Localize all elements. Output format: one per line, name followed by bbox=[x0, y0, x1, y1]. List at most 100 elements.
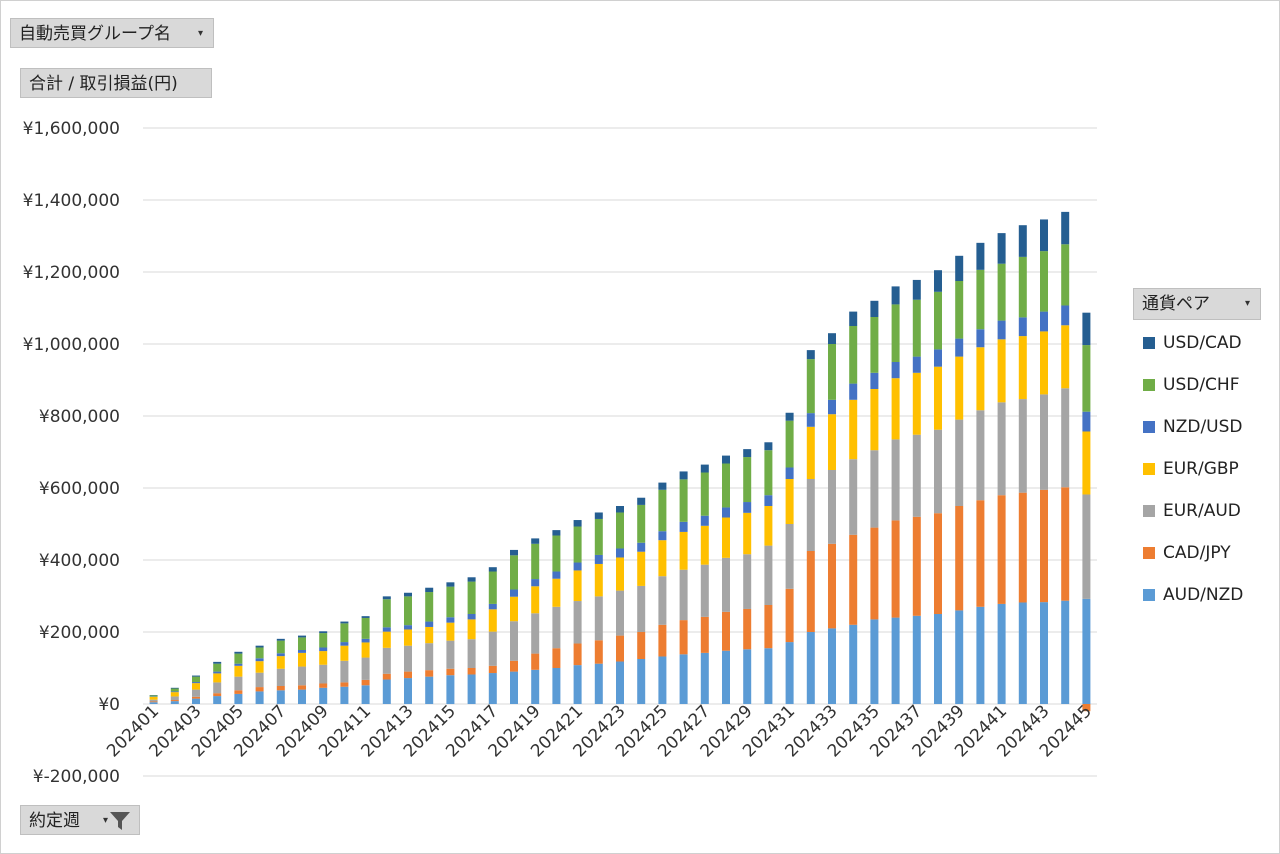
bar-segment bbox=[700, 652, 709, 704]
bar-segment bbox=[764, 495, 773, 506]
date-filter-button[interactable]: 約定週 ▾ bbox=[20, 805, 140, 835]
bar-segment bbox=[192, 675, 200, 677]
bar-segment bbox=[594, 554, 603, 564]
bar-segment bbox=[955, 281, 964, 339]
bar-segment bbox=[404, 596, 412, 626]
bar-segment bbox=[785, 588, 794, 643]
bar-segment bbox=[870, 389, 879, 451]
bar-segment bbox=[298, 637, 306, 650]
bar-segment bbox=[340, 682, 349, 687]
bar-segment bbox=[785, 467, 794, 479]
bar-segment bbox=[637, 632, 646, 659]
bar-segment bbox=[298, 685, 306, 690]
bar-segment bbox=[170, 700, 179, 702]
bar-segment bbox=[934, 291, 942, 350]
bar-segment bbox=[361, 642, 370, 658]
bar-segment bbox=[319, 631, 328, 634]
bar-segment bbox=[828, 333, 836, 344]
bar-segment bbox=[806, 426, 815, 479]
bar-segment bbox=[192, 676, 200, 683]
bar-segment bbox=[891, 304, 900, 362]
bar-segment bbox=[298, 635, 306, 638]
y-tick-label: ¥1,000,000 bbox=[23, 335, 120, 355]
bar-segment bbox=[828, 543, 836, 629]
bar-segment bbox=[679, 620, 688, 655]
legend-swatch bbox=[1143, 547, 1155, 559]
bar-segment bbox=[573, 520, 582, 527]
bar-segment bbox=[616, 590, 624, 636]
bar-segment bbox=[1040, 331, 1048, 395]
legend-label: USD/CHF bbox=[1163, 375, 1240, 395]
bar-segment bbox=[934, 614, 942, 704]
y-tick-label: ¥1,200,000 bbox=[23, 263, 120, 283]
legend-filter-button[interactable]: 通貨ペア ▾ bbox=[1133, 288, 1261, 320]
bar-segment bbox=[467, 639, 476, 668]
bar-segment bbox=[849, 311, 858, 326]
bar-segment bbox=[531, 538, 540, 544]
value-field-button[interactable]: 合計 / 取引損益(円) bbox=[20, 68, 212, 98]
legend-swatch bbox=[1143, 505, 1155, 517]
bar-segment bbox=[637, 659, 646, 704]
bar-segment bbox=[531, 543, 540, 580]
bar-segment bbox=[870, 527, 879, 620]
bar-segment bbox=[276, 668, 285, 686]
bar-segment bbox=[997, 495, 1006, 604]
bar-segment bbox=[806, 632, 815, 704]
bar-segment bbox=[573, 526, 582, 563]
bar-segment bbox=[955, 338, 964, 357]
bar-segment bbox=[510, 671, 518, 704]
bar-segment bbox=[616, 635, 624, 662]
bar-segment bbox=[255, 687, 264, 692]
bar-segment bbox=[1040, 311, 1048, 332]
bar-segment bbox=[658, 540, 667, 577]
bar-segment bbox=[828, 470, 836, 544]
bar-segment bbox=[849, 624, 858, 704]
bar-segment bbox=[298, 666, 306, 686]
bar-segment bbox=[849, 399, 858, 460]
bar-segment bbox=[276, 640, 285, 654]
bar-segment bbox=[446, 640, 455, 669]
bar-segment bbox=[488, 673, 497, 704]
bar-segment bbox=[488, 609, 497, 632]
bar-segment bbox=[319, 633, 328, 648]
bar-segment bbox=[510, 555, 518, 590]
bar-segment bbox=[276, 653, 285, 657]
bar-segment bbox=[467, 619, 476, 640]
bar-segment bbox=[573, 601, 582, 644]
bar-segment bbox=[912, 299, 921, 357]
bar-segment bbox=[1018, 336, 1027, 400]
bar-segment bbox=[912, 279, 921, 300]
group-filter-button[interactable]: 自動売買グループ名 ▾ bbox=[10, 18, 214, 48]
bar-segment bbox=[891, 439, 900, 521]
bar-segment bbox=[1082, 411, 1091, 432]
bar-segment bbox=[806, 479, 815, 551]
bar-segment bbox=[1040, 394, 1048, 490]
bar-segment bbox=[870, 619, 879, 704]
bar-segment bbox=[764, 506, 773, 546]
bar-segment bbox=[1040, 251, 1048, 312]
bar-segment bbox=[425, 676, 434, 704]
bar-segment bbox=[382, 631, 391, 648]
bar-segment bbox=[658, 482, 667, 490]
bar-segment bbox=[573, 570, 582, 602]
bar-segment bbox=[658, 624, 667, 657]
date-filter-label: 約定週 bbox=[29, 811, 80, 831]
bar-segment bbox=[1061, 600, 1070, 704]
bar-segment bbox=[552, 530, 561, 536]
bar-segment bbox=[891, 362, 900, 379]
bar-segment bbox=[743, 512, 752, 555]
bar-segment bbox=[170, 688, 179, 692]
bar-segment bbox=[510, 589, 518, 597]
bar-segment bbox=[658, 656, 667, 704]
bar-segment bbox=[870, 317, 879, 373]
bar-segment bbox=[149, 699, 158, 702]
bar-segment bbox=[997, 233, 1006, 264]
bar-segment bbox=[276, 690, 285, 704]
y-tick-label: ¥200,000 bbox=[39, 623, 120, 643]
bar-segment bbox=[1040, 602, 1048, 704]
bar-segment bbox=[849, 383, 858, 400]
bar-segment bbox=[934, 349, 942, 367]
bar-segment bbox=[552, 535, 561, 572]
bar-segment bbox=[1082, 598, 1091, 704]
